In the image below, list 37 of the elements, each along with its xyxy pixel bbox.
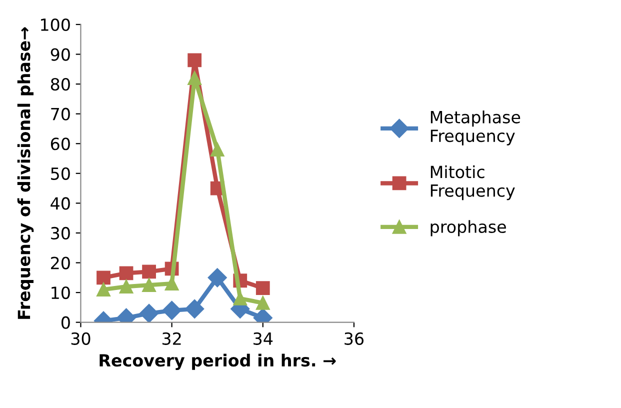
point	[119, 280, 134, 294]
y-tick-label: 40	[50, 197, 70, 210]
y-tick-label: 10	[52, 286, 70, 300]
point	[164, 276, 179, 291]
point	[208, 268, 227, 288]
x-tick-label: 32	[162, 332, 181, 345]
y-axis-title: Frequency of divisional phase→	[17, 27, 34, 319]
legend-label: Mitotic Frequency	[430, 165, 515, 200]
point	[162, 300, 182, 320]
point	[256, 281, 270, 296]
y-tick-label: 90	[50, 48, 70, 61]
point	[119, 266, 134, 280]
x-axis-title: Recovery period in hrs. →	[100, 354, 336, 370]
y-tick-label: 0	[62, 316, 70, 329]
point	[185, 299, 204, 318]
y-tick-label: 50	[51, 167, 70, 180]
y-tick-label: 30	[51, 226, 70, 240]
point	[233, 292, 248, 306]
point	[256, 296, 270, 310]
point	[142, 264, 156, 279]
x-tick-label: 30	[71, 332, 90, 345]
x-tick-label: 34	[254, 332, 273, 345]
point	[142, 278, 156, 292]
point	[140, 304, 159, 322]
point	[96, 282, 110, 296]
legend-label: Metaphase Frequency	[430, 110, 520, 146]
point	[96, 270, 110, 285]
point	[210, 142, 224, 157]
point	[188, 53, 202, 68]
y-tick-label: 100	[41, 18, 70, 32]
y-tick-label: 60	[50, 138, 70, 150]
point	[188, 71, 202, 86]
y-tick-label: 70	[51, 108, 70, 120]
x-tick-label: 36	[344, 332, 364, 345]
y-tick-label: 20	[51, 256, 70, 270]
legend-label: prophase	[430, 220, 506, 236]
y-tick-label: 80	[50, 78, 70, 91]
